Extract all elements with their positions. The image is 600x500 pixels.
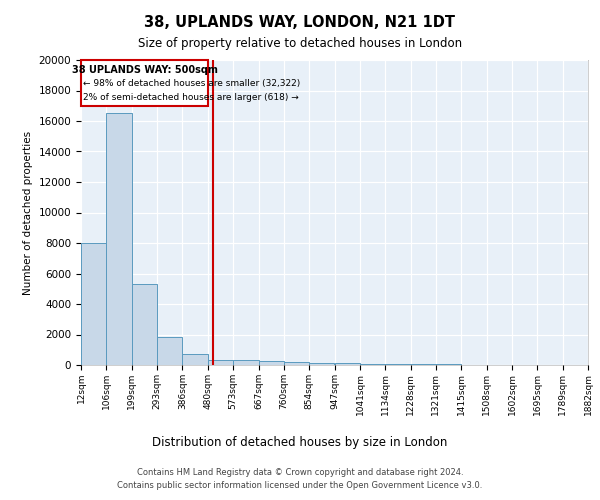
Text: 38, UPLANDS WAY, LONDON, N21 1DT: 38, UPLANDS WAY, LONDON, N21 1DT [145, 15, 455, 30]
Bar [284, 362, 309, 365]
Bar [335, 364, 360, 365]
Bar [309, 362, 335, 365]
Bar [410, 364, 436, 365]
Bar [157, 337, 182, 365]
Bar [106, 114, 132, 365]
Bar [132, 284, 157, 365]
Text: 38 UPLANDS WAY: 500sqm: 38 UPLANDS WAY: 500sqm [71, 65, 217, 75]
Bar [233, 360, 259, 365]
Bar [436, 364, 461, 365]
Text: 2% of semi-detached houses are larger (618) →: 2% of semi-detached houses are larger (6… [83, 93, 299, 102]
Bar [81, 243, 106, 365]
Bar [208, 360, 233, 365]
Text: ← 98% of detached houses are smaller (32,322): ← 98% of detached houses are smaller (32… [83, 80, 301, 88]
Text: Contains public sector information licensed under the Open Government Licence v3: Contains public sector information licen… [118, 480, 482, 490]
Bar [385, 364, 410, 365]
Bar [259, 361, 284, 365]
Text: Distribution of detached houses by size in London: Distribution of detached houses by size … [152, 436, 448, 449]
Y-axis label: Number of detached properties: Number of detached properties [23, 130, 33, 294]
Bar [360, 364, 385, 365]
Text: Contains HM Land Registry data © Crown copyright and database right 2024.: Contains HM Land Registry data © Crown c… [137, 468, 463, 477]
Bar [182, 354, 208, 365]
FancyBboxPatch shape [81, 60, 208, 106]
Text: Size of property relative to detached houses in London: Size of property relative to detached ho… [138, 38, 462, 51]
